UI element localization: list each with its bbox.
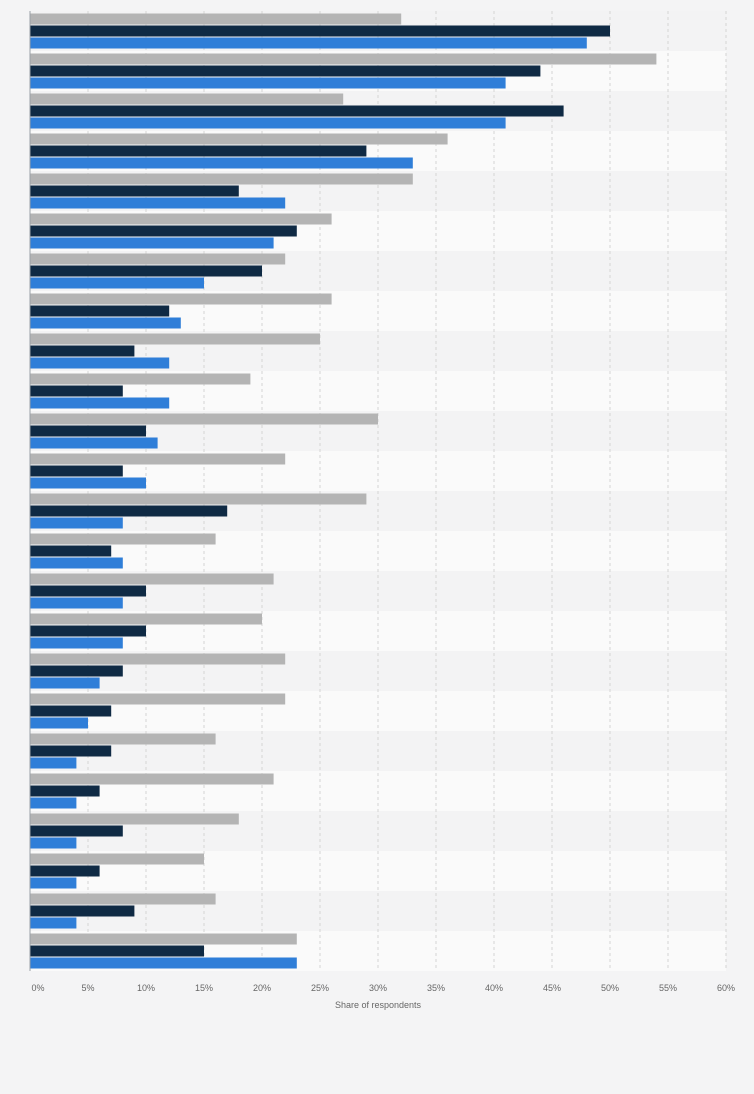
bar[interactable] <box>30 745 112 757</box>
bar[interactable] <box>30 957 297 969</box>
bar[interactable] <box>30 333 320 345</box>
bar[interactable] <box>30 53 657 65</box>
bar[interactable] <box>30 877 77 889</box>
bar[interactable] <box>30 545 112 557</box>
x-tick-label: 15% <box>195 983 213 993</box>
x-tick-label: 30% <box>369 983 387 993</box>
bar[interactable] <box>30 945 204 957</box>
bar[interactable] <box>30 305 170 317</box>
bar[interactable] <box>30 865 100 877</box>
bar[interactable] <box>30 265 262 277</box>
bar[interactable] <box>30 533 216 545</box>
bar[interactable] <box>30 197 286 209</box>
bar[interactable] <box>30 505 228 517</box>
bar[interactable] <box>30 225 297 237</box>
bar[interactable] <box>30 13 402 25</box>
bar[interactable] <box>30 345 135 357</box>
bar[interactable] <box>30 773 274 785</box>
bar[interactable] <box>30 905 135 917</box>
bar[interactable] <box>30 385 123 397</box>
bar[interactable] <box>30 253 286 265</box>
bar[interactable] <box>30 425 146 437</box>
bar[interactable] <box>30 785 100 797</box>
bar[interactable] <box>30 625 146 637</box>
bar[interactable] <box>30 477 146 489</box>
bar[interactable] <box>30 145 367 157</box>
bar[interactable] <box>30 837 77 849</box>
bar[interactable] <box>30 573 274 585</box>
bar[interactable] <box>30 757 77 769</box>
bar[interactable] <box>30 517 123 529</box>
bar[interactable] <box>30 797 77 809</box>
bar[interactable] <box>30 825 123 837</box>
bar[interactable] <box>30 705 112 717</box>
bar[interactable] <box>30 437 158 449</box>
x-tick-label: 25% <box>311 983 329 993</box>
bar[interactable] <box>30 613 262 625</box>
bar[interactable] <box>30 813 239 825</box>
x-tick-label: 55% <box>659 983 677 993</box>
bar[interactable] <box>30 585 146 597</box>
bar[interactable] <box>30 557 123 569</box>
x-tick-label: 5% <box>81 983 94 993</box>
bar[interactable] <box>30 413 378 425</box>
x-tick-label: 10% <box>137 983 155 993</box>
bar[interactable] <box>30 677 100 689</box>
bar[interactable] <box>30 133 448 145</box>
bar[interactable] <box>30 93 344 105</box>
x-axis-label: Share of respondents <box>335 1000 422 1010</box>
bar[interactable] <box>30 853 204 865</box>
bar[interactable] <box>30 293 332 305</box>
bar[interactable] <box>30 453 286 465</box>
bar[interactable] <box>30 653 286 665</box>
bar[interactable] <box>30 733 216 745</box>
bar[interactable] <box>30 397 170 409</box>
bar[interactable] <box>30 317 181 329</box>
bar[interactable] <box>30 665 123 677</box>
bar[interactable] <box>30 77 506 89</box>
bar[interactable] <box>30 185 239 197</box>
bar[interactable] <box>30 117 506 129</box>
bar[interactable] <box>30 157 413 169</box>
bar[interactable] <box>30 65 541 77</box>
bar[interactable] <box>30 277 204 289</box>
x-tick-label: 45% <box>543 983 561 993</box>
bar[interactable] <box>30 917 77 929</box>
bar[interactable] <box>30 637 123 649</box>
bar[interactable] <box>30 493 367 505</box>
x-tick-label: 40% <box>485 983 503 993</box>
bar[interactable] <box>30 465 123 477</box>
bar[interactable] <box>30 173 413 185</box>
bar[interactable] <box>30 597 123 609</box>
bar[interactable] <box>30 237 274 249</box>
bar[interactable] <box>30 37 587 49</box>
bar[interactable] <box>30 25 610 37</box>
x-tick-label: 0% <box>31 983 44 993</box>
bar[interactable] <box>30 933 297 945</box>
bar[interactable] <box>30 373 251 385</box>
bar[interactable] <box>30 105 564 117</box>
x-tick-label: 60% <box>717 983 735 993</box>
bar[interactable] <box>30 213 332 225</box>
bar[interactable] <box>30 693 286 705</box>
x-tick-label: 50% <box>601 983 619 993</box>
x-tick-label: 35% <box>427 983 445 993</box>
bar[interactable] <box>30 357 170 369</box>
bar[interactable] <box>30 893 216 905</box>
bar[interactable] <box>30 717 88 729</box>
x-tick-label: 20% <box>253 983 271 993</box>
